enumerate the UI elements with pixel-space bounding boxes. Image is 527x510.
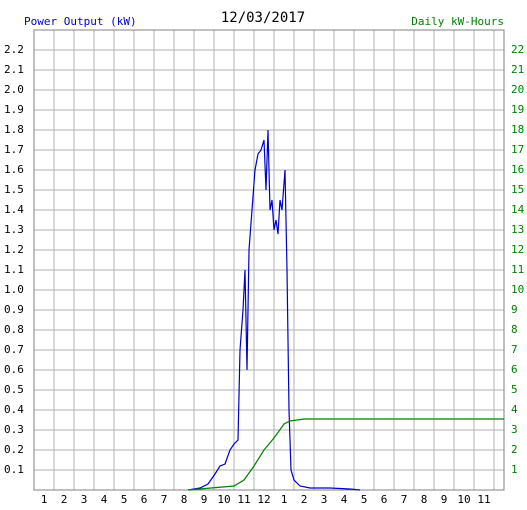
x-tick-label: 5 (121, 493, 128, 506)
x-tick-label: 4 (101, 493, 108, 506)
y2-tick-label: 20 (511, 83, 524, 96)
y-tick-label: 0.3 (4, 423, 24, 436)
y2-tick-label: 19 (511, 103, 524, 116)
y-tick-label: 1.2 (4, 243, 24, 256)
y2-tick-label: 16 (511, 163, 524, 176)
chart-title: 12/03/2017 (221, 10, 305, 26)
y2-tick-label: 14 (511, 203, 525, 216)
x-tick-label: 11 (477, 493, 490, 506)
x-tick-label: 10 (457, 493, 470, 506)
y-tick-label: 1.1 (4, 263, 24, 276)
x-tick-label: 6 (381, 493, 388, 506)
x-tick-label: 10 (217, 493, 230, 506)
y2-tick-label: 7 (511, 343, 518, 356)
y-tick-label: 2.1 (4, 63, 24, 76)
x-tick-label: 9 (201, 493, 208, 506)
y2-tick-label: 17 (511, 143, 524, 156)
x-tick-label: 9 (441, 493, 448, 506)
y2-tick-label: 6 (511, 363, 518, 376)
x-tick-label: 2 (301, 493, 308, 506)
y2-tick-label: 15 (511, 183, 524, 196)
y-tick-label: 1.7 (4, 143, 24, 156)
y2-axis-label: Daily kW-Hours (411, 15, 504, 28)
x-tick-label: 7 (401, 493, 408, 506)
x-tick-label: 11 (237, 493, 250, 506)
y2-tick-label: 12 (511, 243, 524, 256)
y-tick-label: 1.9 (4, 103, 24, 116)
y2-tick-label: 9 (511, 303, 518, 316)
x-tick-label: 8 (421, 493, 428, 506)
y-tick-label: 0.9 (4, 303, 24, 316)
x-tick-label: 1 (41, 493, 48, 506)
y-tick-label: 0.6 (4, 363, 24, 376)
y-tick-label: 1.8 (4, 123, 24, 136)
y-tick-label: 0.1 (4, 463, 24, 476)
y2-tick-label: 5 (511, 383, 518, 396)
y-tick-label: 2.0 (4, 83, 24, 96)
y-axis-label: Power Output (kW) (24, 15, 137, 28)
y-tick-label: 1.6 (4, 163, 24, 176)
y2-tick-label: 4 (511, 403, 518, 416)
y-tick-label: 0.4 (4, 403, 24, 416)
y-tick-label: 1.0 (4, 283, 24, 296)
series-line (187, 129, 361, 491)
x-tick-label: 4 (341, 493, 348, 506)
y2-tick-label: 3 (511, 423, 518, 436)
y2-tick-label: 18 (511, 123, 524, 136)
y2-tick-label: 2 (511, 443, 518, 456)
y2-tick-label: 13 (511, 223, 524, 236)
x-tick-label: 3 (321, 493, 328, 506)
plot-frame (33, 29, 505, 491)
y-tick-label: 0.2 (4, 443, 24, 456)
y-tick-label: 0.7 (4, 343, 24, 356)
y2-tick-label: 8 (511, 323, 518, 336)
x-tick-label: 1 (281, 493, 288, 506)
y-tick-label: 0.5 (4, 383, 24, 396)
x-tick-label: 2 (61, 493, 68, 506)
y2-tick-label: 11 (511, 263, 524, 276)
x-tick-label: 8 (181, 493, 188, 506)
x-tick-label: 7 (161, 493, 168, 506)
x-tick-label: 3 (81, 493, 88, 506)
x-tick-label: 5 (361, 493, 368, 506)
y2-tick-label: 22 (511, 43, 524, 56)
x-tick-label: 12 (257, 493, 270, 506)
y2-tick-label: 10 (511, 283, 524, 296)
y-tick-label: 2.2 (4, 43, 24, 56)
series-line (187, 418, 504, 491)
x-tick-label: 6 (141, 493, 148, 506)
y-tick-label: 1.5 (4, 183, 24, 196)
y-tick-label: 0.8 (4, 323, 24, 336)
y-tick-label: 1.3 (4, 223, 24, 236)
y-tick-label: 1.4 (4, 203, 24, 216)
y2-tick-label: 1 (511, 463, 518, 476)
y2-tick-label: 21 (511, 63, 524, 76)
